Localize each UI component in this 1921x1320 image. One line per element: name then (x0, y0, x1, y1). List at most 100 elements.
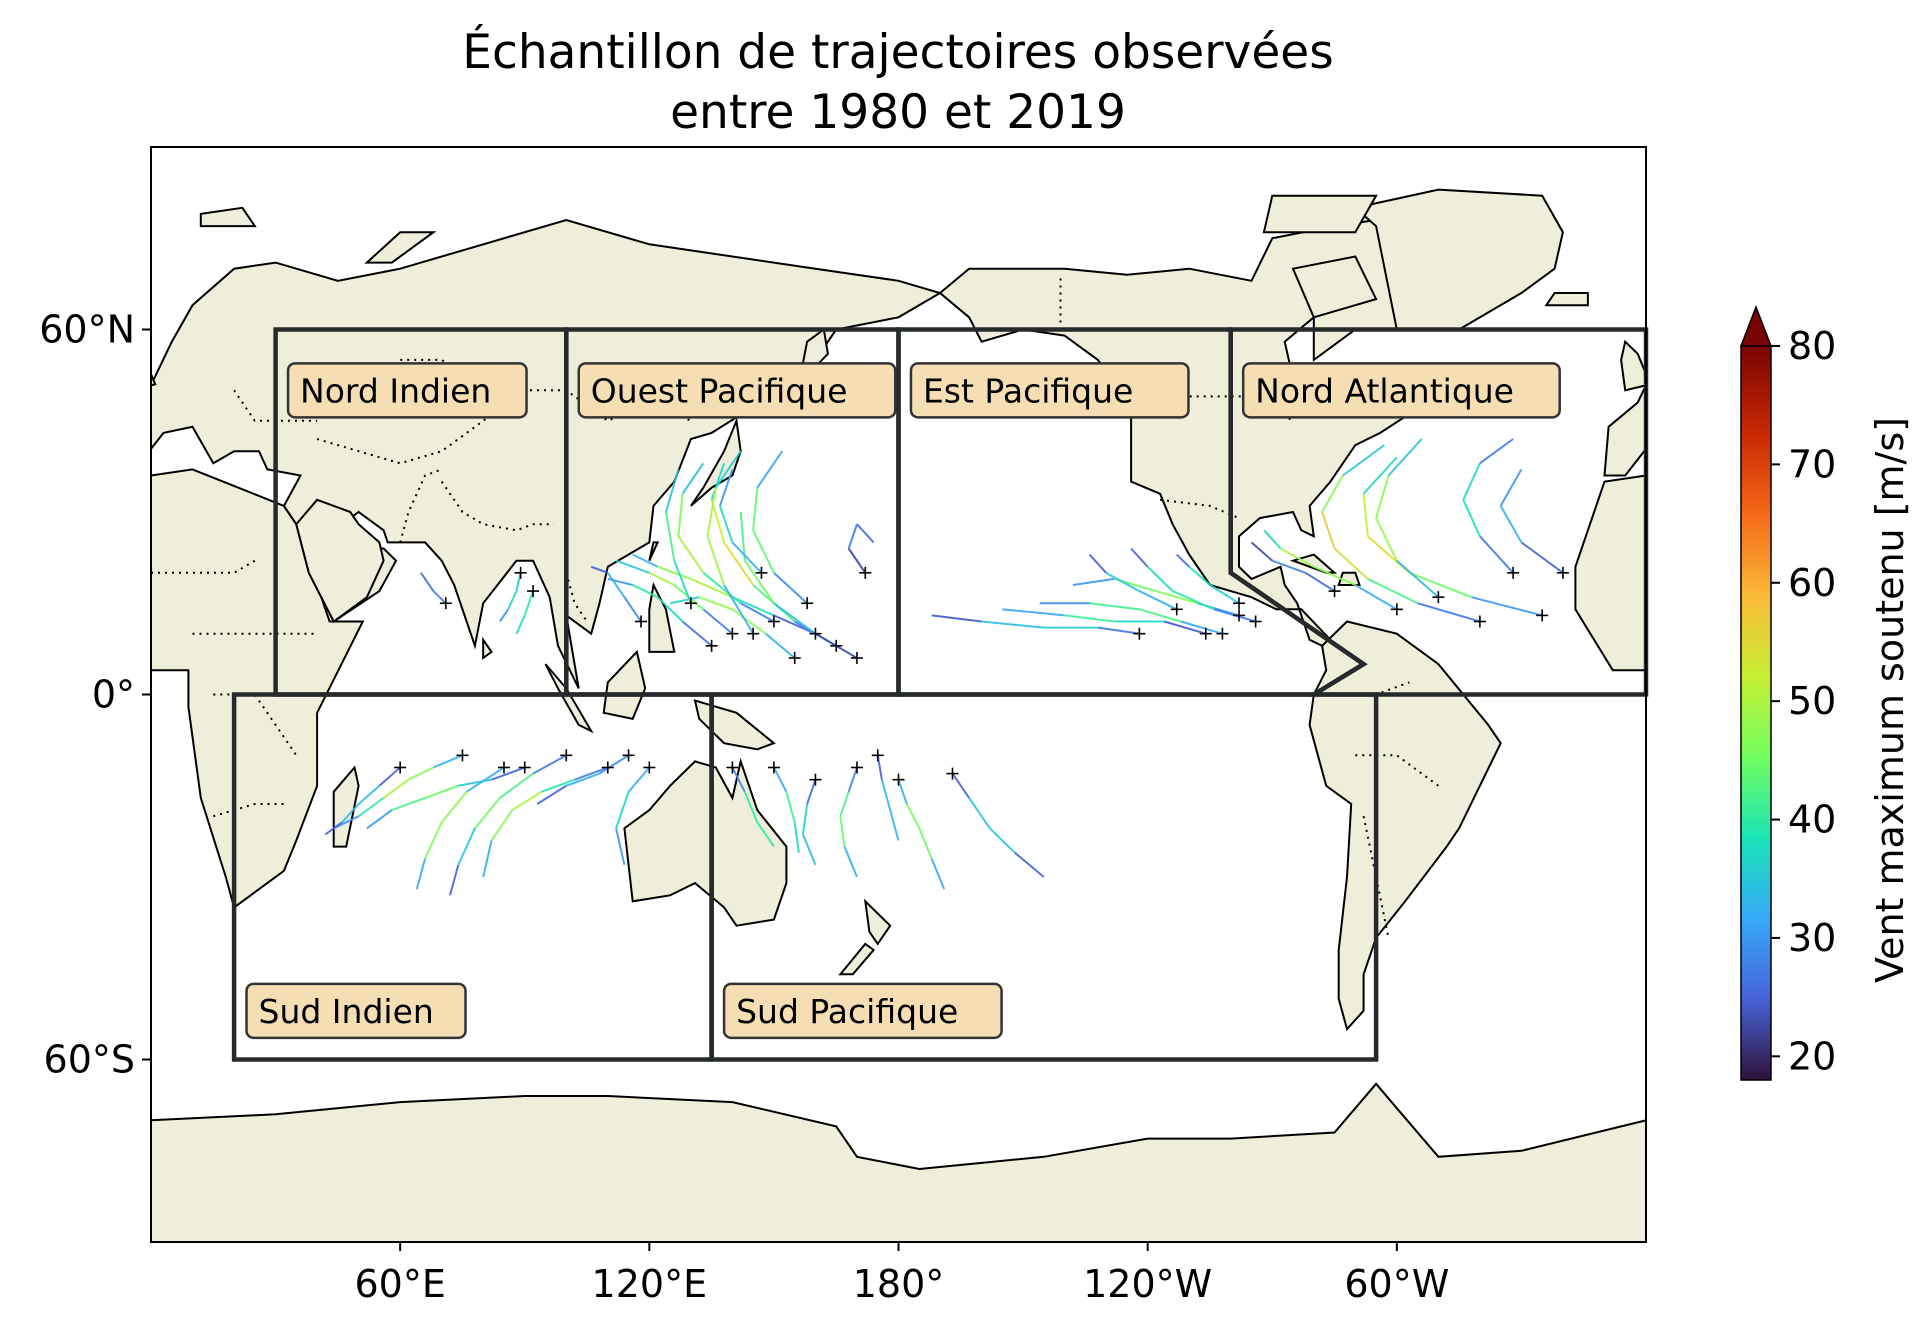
track-segment (951, 773, 970, 799)
track-segment (756, 821, 775, 848)
track-segment (1105, 571, 1140, 592)
track-segment (433, 754, 463, 769)
land-new-zealand-n (863, 898, 892, 946)
track-segment (648, 571, 675, 586)
track-segment (718, 469, 734, 507)
track-segment (981, 620, 1044, 629)
colorbar-tick-label: 70 (1788, 442, 1836, 486)
track-segment (511, 790, 542, 811)
genesis-plus-marker (1432, 591, 1445, 604)
land-svalbard (199, 206, 257, 228)
land-iceland (51, 293, 93, 305)
track-segment (565, 772, 600, 787)
track-segment (847, 767, 858, 793)
track-segment (1479, 535, 1514, 574)
track-segment (677, 535, 705, 574)
land-arabia-fix (295, 498, 385, 623)
track-segment (744, 560, 775, 604)
track-segment (1499, 468, 1523, 507)
land-new-zealand-s (838, 942, 876, 976)
track-segment (1172, 590, 1215, 611)
track-segment (532, 754, 567, 775)
land-madagascar (332, 765, 360, 848)
track-segment (499, 608, 509, 623)
genesis-plus-marker (439, 597, 452, 610)
region-label: Nord Atlantique (1255, 371, 1514, 410)
y-axis-ticks: 60°N 0° 60°S (39, 308, 151, 1082)
track-segment (457, 827, 476, 866)
colorbar-tick-label: 40 (1788, 798, 1836, 842)
land-masses (51, 188, 1646, 1242)
track-segment (773, 767, 788, 793)
land-baffin (1291, 255, 1378, 319)
track-segment (1471, 596, 1543, 617)
land-antarctica (151, 1082, 1646, 1242)
chart-title-line-1: Échantillon de trajectoires observées (462, 25, 1333, 80)
track-segment (1321, 475, 1344, 513)
track-segment (499, 772, 534, 799)
genesis-plus-marker (1233, 597, 1246, 610)
track-segment (1163, 620, 1207, 635)
track-segment (847, 523, 858, 549)
track-segment (1146, 566, 1174, 592)
track-segment (1387, 438, 1423, 477)
chart-title-line-2: entre 1980 et 2019 (670, 85, 1126, 140)
genesis-plus-marker (684, 597, 697, 610)
region-label: Sud Indien (259, 992, 434, 1031)
track-segment (723, 584, 755, 635)
track-segment (598, 754, 630, 775)
track-segment (491, 766, 526, 781)
colorbar-extend-max-arrow (1739, 304, 1773, 347)
land-borneo (602, 649, 647, 720)
track-segment (466, 766, 505, 793)
genesis-plus-marker (850, 761, 863, 774)
genesis-plus-marker (1216, 627, 1229, 640)
track-segment (880, 779, 892, 811)
track-segment (931, 614, 982, 623)
land-novaya-zemlya (364, 231, 437, 264)
track-segment (574, 766, 609, 781)
track-segment (731, 541, 763, 574)
track-segment (677, 493, 684, 537)
border-line (233, 389, 318, 422)
genesis-plus-marker (1536, 609, 1549, 622)
track-segment (1304, 571, 1336, 592)
genesis-plus-marker (871, 749, 884, 762)
track-segment (1342, 444, 1385, 477)
track-segment (1375, 517, 1398, 562)
track-segment (702, 608, 734, 635)
track-segment (930, 858, 946, 890)
genesis-plus-marker (643, 761, 656, 774)
track-segment (847, 547, 867, 574)
track-segment (615, 791, 630, 829)
genesis-plus-marker (514, 566, 527, 579)
track-segment (1362, 456, 1398, 495)
track-segment (723, 541, 754, 586)
genesis-plus-marker (1390, 603, 1403, 616)
genesis-markers (394, 566, 1569, 786)
land-cuba (1289, 553, 1338, 574)
track-segment (918, 827, 933, 860)
track-segment (1408, 571, 1472, 599)
track-segment (615, 559, 650, 574)
track-segment (391, 796, 426, 812)
genesis-plus-marker (1233, 609, 1246, 622)
track-segment (806, 779, 817, 805)
region-label-box (1241, 362, 1561, 419)
colorbar-tick-label: 60 (1788, 561, 1836, 605)
track-segment (897, 779, 908, 805)
track-segment (420, 572, 435, 592)
track-segment (1002, 608, 1065, 617)
genesis-plus-marker (1199, 627, 1212, 640)
colorbar: 20 30 40 50 60 70 80 Vent maximum soutenu [m/s… (1739, 304, 1912, 1081)
track-segment (515, 615, 526, 635)
track-segment (357, 784, 381, 805)
track-segment (731, 767, 746, 793)
track-segment (656, 596, 684, 623)
track-segment (989, 827, 1016, 854)
track-segment (1188, 565, 1211, 586)
genesis-plus-marker (1170, 603, 1183, 616)
track-segment (1313, 565, 1356, 586)
track-segment (718, 505, 734, 543)
